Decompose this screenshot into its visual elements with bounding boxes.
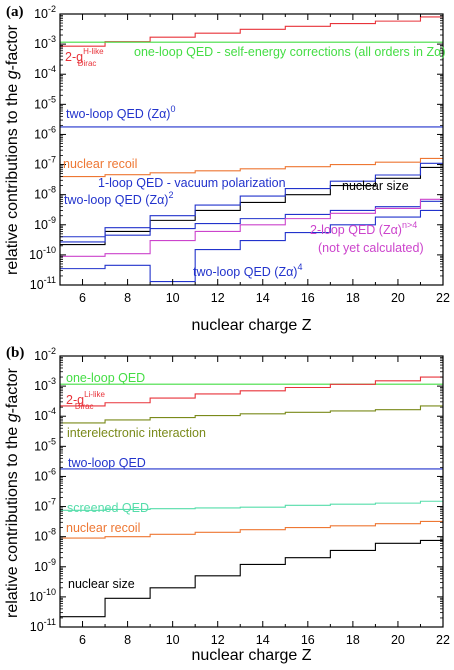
- x-axis-label: nuclear charge Z: [191, 317, 311, 334]
- x-axis-label: nuclear charge Z: [191, 647, 311, 664]
- series-line-6: [60, 539, 443, 618]
- x-tick-label: 22: [436, 633, 450, 647]
- x-tick-label: 18: [346, 633, 360, 647]
- x-tick-label: 14: [256, 633, 270, 647]
- x-tick-label: 10: [166, 291, 180, 305]
- series-annotation: (not yet calculated): [318, 241, 424, 255]
- y-tick-label: 10-5: [34, 94, 56, 111]
- series-line-7: [60, 198, 443, 257]
- x-tick-label: 20: [391, 633, 405, 647]
- series-line-2: [60, 405, 443, 424]
- series-line-5: [60, 520, 443, 539]
- series-line-4: [60, 166, 443, 246]
- y-tick-label: 10-11: [30, 617, 56, 634]
- y-tick-label: 10-7: [34, 155, 56, 172]
- series-annotation: two-loop QED (Zα)2: [64, 190, 173, 207]
- y-tick-label: 10-4: [34, 406, 56, 423]
- series-group: [60, 376, 443, 618]
- x-tick-label: 8: [124, 291, 131, 305]
- series-line-3: [60, 157, 443, 178]
- series-line-1: [60, 376, 443, 407]
- x-tick-label: 16: [301, 633, 315, 647]
- y-axis-label: relative contributions to the g-factor: [4, 24, 21, 275]
- x-tick-label: 12: [211, 291, 225, 305]
- panel-b: 6 8 10 12 14 16 18 20 22 10-11 10-10 10-9 10-8 10-7 10…: [4, 345, 450, 664]
- series-annotation: two-loop QED (Zα)4: [193, 262, 302, 279]
- series-line-4: [60, 500, 443, 511]
- x-tick-label: 12: [211, 633, 225, 647]
- x-tick-label: 8: [124, 633, 131, 647]
- series-annotation: two-loop QED (Zα)0: [66, 104, 175, 121]
- series-annotation: one-loop QED - self-energy corrections (…: [134, 45, 446, 59]
- y-tick-label: 10-5: [34, 436, 56, 453]
- y-tick-label: 10-6: [34, 124, 56, 141]
- plot-frame: [59, 13, 444, 286]
- x-tick-label: 10: [166, 633, 180, 647]
- series-annotation: two-loop QED: [68, 456, 146, 470]
- series-annotation: nuclear recoil: [66, 521, 140, 535]
- series-annotation: 1-loop QED - vacuum polarization: [98, 176, 286, 190]
- series-annotation: 2-loop QED (Zα)n>4: [310, 220, 417, 237]
- series-annotation: 2-gLi-like Dirac: [66, 390, 106, 411]
- panel-label: (b): [6, 345, 24, 361]
- y-tick-label: 10-7: [34, 497, 56, 514]
- y-tick-label: 10-8: [34, 185, 56, 202]
- y-tick-label: 10-6: [34, 466, 56, 483]
- x-tick-label: 18: [346, 291, 360, 305]
- panel-label: (a): [6, 4, 24, 20]
- y-axis-label: relative contributions to the g-factor: [4, 367, 21, 618]
- x-tick-label: 14: [256, 291, 270, 305]
- y-tick-label: 10-4: [34, 64, 56, 81]
- panel-a: 6 8 10 12 14 16 18 20 22 10-11 10-10 10-9 10-8 10-7 10…: [4, 4, 450, 334]
- x-tick-label: 6: [79, 291, 86, 305]
- x-tick-label: 22: [436, 291, 450, 305]
- series-annotation: screened QED: [67, 501, 149, 515]
- y-tick-label: 10-8: [34, 527, 56, 544]
- y-tick-label: 10-2: [34, 346, 56, 363]
- series-annotation: nuclear size: [342, 179, 409, 193]
- y-tick-label: 10-10: [29, 587, 56, 604]
- y-tick-label: 10-11: [30, 275, 56, 292]
- x-tick-label: 6: [79, 633, 86, 647]
- series-annotation: one-loop QED: [66, 371, 145, 385]
- y-tick-label: 10-3: [34, 34, 56, 51]
- series-line-5: [60, 162, 443, 238]
- series-group: [60, 16, 443, 283]
- y-tick-label: 10-9: [34, 557, 56, 574]
- series-annotation: interelectronic interaction: [67, 426, 206, 440]
- y-tick-label: 10-3: [34, 376, 56, 393]
- plot-frame: [59, 355, 444, 628]
- y-tick-label: 10-2: [34, 4, 56, 21]
- y-tick-label: 10-9: [34, 215, 56, 232]
- series-annotation: 2-gH-like Dirac: [65, 47, 104, 68]
- series-annotation: nuclear recoil: [63, 157, 137, 171]
- series-line-8: [60, 209, 443, 283]
- series-annotation: nuclear size: [68, 577, 135, 591]
- x-tick-label: 16: [301, 291, 315, 305]
- x-tick-label: 20: [391, 291, 405, 305]
- y-tick-label: 10-10: [29, 245, 56, 262]
- series-line-6: [60, 200, 443, 243]
